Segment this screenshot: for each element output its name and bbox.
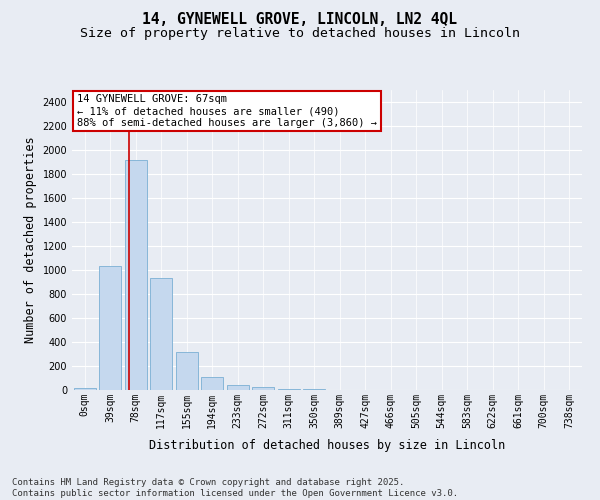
Bar (74, 388, 95, 390)
Bar (253, 387, 274, 390)
Text: Size of property relative to detached houses in Lincoln: Size of property relative to detached ho… (80, 28, 520, 40)
Text: 14, GYNEWELL GROVE, LINCOLN, LN2 4QL: 14, GYNEWELL GROVE, LINCOLN, LN2 4QL (143, 12, 458, 28)
Bar (151, 278, 172, 390)
Bar (202, 377, 223, 390)
Bar (100, 266, 121, 390)
Bar (278, 389, 299, 390)
X-axis label: Distribution of detached houses by size in Lincoln: Distribution of detached houses by size … (149, 439, 505, 452)
Y-axis label: Number of detached properties: Number of detached properties (24, 136, 37, 344)
Bar (176, 352, 197, 390)
Bar (125, 160, 146, 390)
Text: 14 GYNEWELL GROVE: 67sqm
← 11% of detached houses are smaller (490)
88% of semi-: 14 GYNEWELL GROVE: 67sqm ← 11% of detach… (77, 94, 377, 128)
Text: Contains HM Land Registry data © Crown copyright and database right 2025.
Contai: Contains HM Land Registry data © Crown c… (12, 478, 458, 498)
Bar (227, 384, 248, 390)
